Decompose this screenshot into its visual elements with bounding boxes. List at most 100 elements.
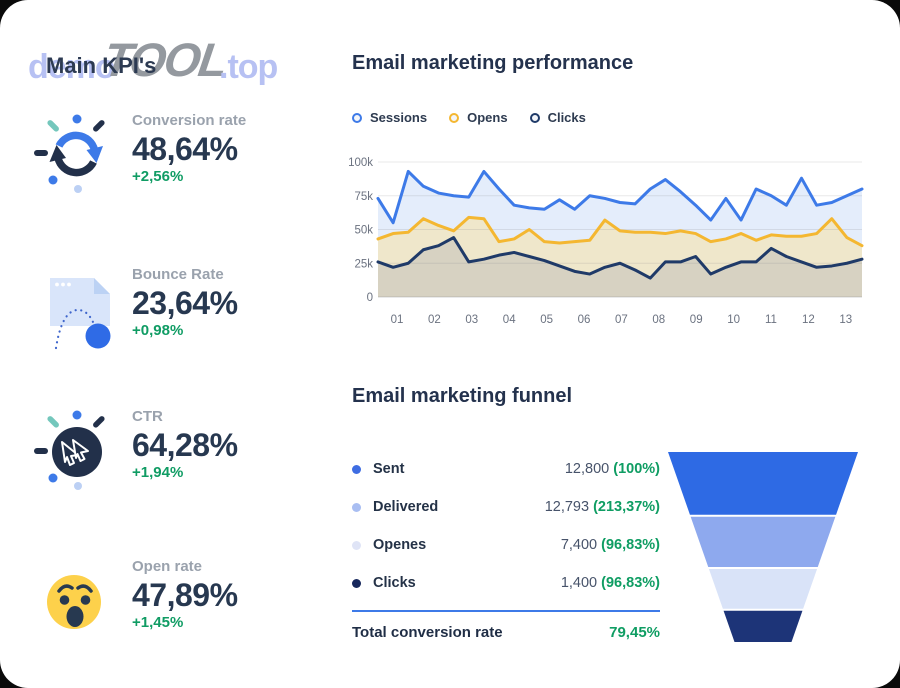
kpi-panel-title: Main KPI's bbox=[46, 53, 157, 78]
legend-label: Sessions bbox=[370, 110, 428, 125]
kpi-panel: demo TOOL .top Main KPI's Conversion rat… bbox=[0, 0, 330, 688]
kpi-delta: +1,45% bbox=[132, 614, 184, 631]
x-axis-tick: 10 bbox=[727, 314, 740, 326]
funnel-row-label: Sent bbox=[373, 461, 405, 477]
y-axis-tick: 25k bbox=[354, 258, 373, 270]
kpi-text-block: Bounce Rate 23,64% +0,98% bbox=[132, 266, 238, 340]
legend-item-clicks[interactable]: Clicks bbox=[529, 110, 586, 125]
x-axis-tick: 08 bbox=[652, 314, 665, 326]
openes-dot-icon bbox=[352, 540, 361, 550]
legend-label: Opens bbox=[467, 110, 508, 125]
funnel-value-number: 12,800 bbox=[564, 461, 610, 477]
kpi-text-block: Open rate 47,89% +1,45% bbox=[132, 558, 238, 632]
funnel-chart bbox=[668, 452, 858, 642]
watermark: demo TOOL .top bbox=[0, 0, 330, 110]
kpi-value: 47,89% bbox=[132, 577, 238, 613]
funnel-value-number: 1,400 bbox=[560, 575, 598, 591]
delivered-dot-icon bbox=[352, 502, 361, 512]
chart-legend: Sessions Opens Clicks bbox=[352, 110, 586, 125]
y-axis-tick: 0 bbox=[367, 292, 373, 304]
sessions-line bbox=[376, 169, 864, 225]
kpi-text-block: CTR 64,28% +1,94% bbox=[132, 408, 238, 482]
kpi-label: Open rate bbox=[132, 558, 203, 575]
funnel-row-openes: Openes 7,400 (96,83%) bbox=[352, 526, 660, 564]
x-axis-tick: 01 bbox=[391, 314, 404, 326]
funnel-row-value: 7,400 (96,83%) bbox=[561, 537, 660, 553]
kpi-label: Conversion rate bbox=[132, 112, 247, 129]
x-axis-tick: 09 bbox=[690, 314, 703, 326]
funnel-segment-delivered bbox=[690, 516, 836, 567]
x-axis-tick: 11 bbox=[765, 314, 777, 326]
performance-title: Email marketing performance bbox=[352, 52, 634, 74]
funnel-row-label: Openes bbox=[373, 537, 427, 553]
y-axis-tick: 100k bbox=[348, 157, 373, 169]
kpi-value: 48,64% bbox=[132, 131, 238, 167]
opens-line bbox=[376, 215, 864, 248]
funnel-row-delivered: Delivered 12,793 (213,37%) bbox=[352, 488, 660, 526]
performance-area-chart: 0 25k 50k 75k 100k 01 02 03 04 05 06 07 08 09 10 11 12 13 bbox=[348, 157, 864, 326]
sync-arrows-icon bbox=[34, 114, 105, 193]
kpi-delta: +1,94% bbox=[132, 464, 184, 481]
kpi-value: 64,28% bbox=[132, 427, 238, 463]
funnel-row-value: 12,793 (213,37%) bbox=[545, 499, 660, 515]
funnel-title: Email marketing funnel bbox=[352, 385, 573, 407]
kpi-delta: +2,56% bbox=[132, 168, 184, 185]
funnel-row-label: Delivered bbox=[373, 499, 439, 515]
funnel-row-label: Clicks bbox=[373, 575, 416, 591]
funnel-value-pct: (96,83%) bbox=[601, 537, 660, 553]
funnel-segment-sent bbox=[668, 452, 858, 515]
funnel-value-number: 7,400 bbox=[560, 537, 598, 553]
kpi-ctr: CTR 64,28% +1,94% bbox=[30, 406, 320, 506]
y-axis-tick: 75k bbox=[354, 191, 373, 203]
funnel-row-value: 1,400 (96,83%) bbox=[561, 575, 660, 591]
kpi-conversion-rate: Conversion rate 48,64% +2,56% bbox=[30, 110, 320, 210]
bounce-page-icon bbox=[50, 278, 111, 350]
kpi-text-block: Conversion rate 48,64% +2,56% bbox=[132, 112, 246, 186]
clicks-area bbox=[378, 237, 862, 297]
funnel-row-sent: Sent 12,800 (100%) bbox=[352, 450, 660, 488]
x-axis-tick: 05 bbox=[540, 314, 553, 326]
x-axis-tick: 06 bbox=[578, 314, 591, 326]
funnel-total-row: Total conversion rate 79,45% bbox=[352, 624, 660, 641]
kpi-label: Bounce Rate bbox=[132, 266, 224, 283]
x-axis-tick: 07 bbox=[615, 314, 628, 326]
clicks-ring-icon bbox=[529, 112, 540, 123]
kpi-bounce-rate: Bounce Rate 23,64% +0,98% bbox=[30, 264, 320, 364]
x-axis-tick: 04 bbox=[503, 314, 516, 326]
charts-panel: Email marketing performance Sessions Ope… bbox=[348, 0, 900, 688]
watermark-suffix: .top bbox=[219, 48, 278, 86]
funnel-value-number: 12,793 bbox=[544, 499, 590, 515]
sessions-ring-icon bbox=[352, 112, 362, 123]
x-axis-tick: 13 bbox=[839, 314, 852, 326]
x-axis-tick: 02 bbox=[428, 314, 441, 326]
sent-dot-icon bbox=[352, 464, 361, 474]
opens-ring-icon bbox=[449, 112, 460, 123]
funnel-row-value: 12,800 (100%) bbox=[565, 461, 660, 477]
funnel-divider bbox=[352, 610, 660, 612]
funnel-row-clicks: Clicks 1,400 (96,83%) bbox=[352, 564, 660, 602]
legend-item-sessions[interactable]: Sessions bbox=[352, 110, 427, 125]
kpi-delta: +0,98% bbox=[132, 322, 184, 339]
legend-label: Clicks bbox=[547, 110, 586, 125]
cursor-click-icon bbox=[34, 410, 105, 490]
funnel-table: Sent 12,800 (100%) Delivered 12,793 (213… bbox=[352, 450, 660, 641]
wow-emoji-icon bbox=[47, 575, 101, 629]
funnel-segment-clicks bbox=[723, 610, 803, 642]
total-conversion-label: Total conversion rate bbox=[352, 624, 503, 641]
x-axis-tick: 03 bbox=[465, 314, 478, 326]
funnel-value-pct: (96,83%) bbox=[601, 575, 660, 591]
clicks-line bbox=[376, 236, 864, 280]
legend-item-opens[interactable]: Opens bbox=[449, 110, 508, 125]
funnel-value-pct: (100%) bbox=[613, 461, 660, 477]
total-conversion-value: 79,45% bbox=[609, 624, 660, 641]
watermark-prefix: demo bbox=[28, 48, 116, 86]
kpi-label: CTR bbox=[132, 408, 163, 425]
kpi-value: 23,64% bbox=[132, 285, 238, 321]
kpi-open-rate: Open rate 47,89% +1,45% bbox=[30, 556, 320, 656]
funnel-segment-openes bbox=[708, 568, 818, 609]
x-axis-tick: 12 bbox=[802, 314, 815, 326]
clicks-dot-icon bbox=[352, 578, 361, 588]
y-axis-tick: 50k bbox=[354, 225, 373, 237]
funnel-value-pct: (213,37%) bbox=[593, 499, 660, 515]
